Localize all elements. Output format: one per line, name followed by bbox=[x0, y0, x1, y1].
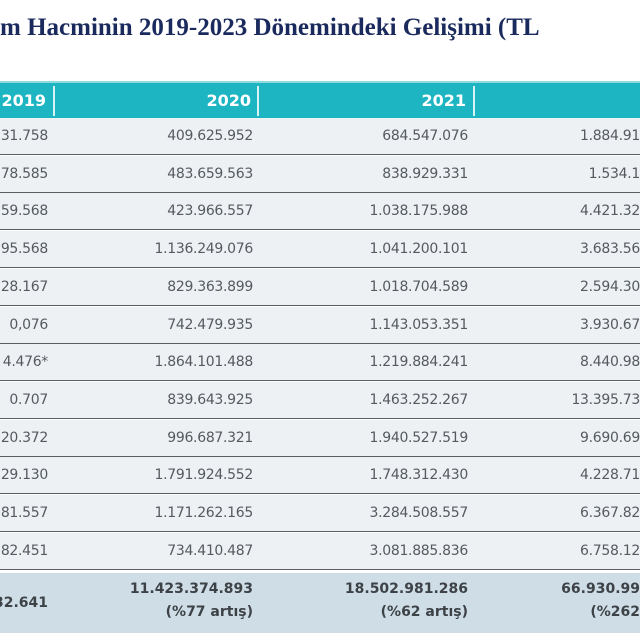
value-2021: 1.038.175.988 bbox=[369, 203, 468, 220]
table-row: 82.451 734.410.487 3.081.885.836 6.758.12 bbox=[0, 532, 640, 570]
table-row: 0.707 839.643.925 1.463.252.267 13.395.73 bbox=[0, 381, 640, 419]
header-2020: 2020 bbox=[206, 91, 251, 110]
value-2020: 1.136.249.076 bbox=[154, 241, 253, 258]
value-2020: 1.864.101.488 bbox=[154, 354, 253, 371]
value-2021: 1.041.200.101 bbox=[369, 241, 468, 258]
table-title: m Hacminin 2019-2023 Dönemindeki Gelişim… bbox=[0, 14, 540, 41]
value-2021: 1.463.252.267 bbox=[369, 391, 468, 408]
value-2020: 409.625.952 bbox=[167, 128, 253, 144]
value-2019: 20.372 bbox=[0, 429, 48, 446]
value-2020: 742.479.935 bbox=[167, 316, 253, 333]
table-row: 0,076 742.479.935 1.143.053.351 3.930.67 bbox=[0, 306, 640, 344]
value-2021: 1.219.884.241 bbox=[369, 354, 468, 371]
value-2022: 3.683.56 bbox=[580, 241, 640, 258]
total-2022-note: (%262 bbox=[590, 604, 640, 620]
table-row: 95.568 1.136.249.076 1.041.200.101 3.683.56 bbox=[0, 231, 640, 269]
value-2021: 1.143.053.351 bbox=[369, 316, 468, 333]
value-2022: 6.758.12 bbox=[580, 542, 640, 559]
value-2019: 81.557 bbox=[0, 505, 48, 521]
value-2020: 423.966.557 bbox=[167, 203, 253, 220]
value-2022: 9.690.69 bbox=[580, 429, 640, 446]
value-2021: 684.547.076 bbox=[382, 128, 468, 144]
table-row: 78.585 483.659.563 838.929.331 1.534.1 bbox=[0, 155, 640, 193]
value-2021: 3.081.885.836 bbox=[369, 542, 468, 559]
total-2020-note: (%77 artış) bbox=[165, 604, 253, 620]
value-2022: 3.930.67 bbox=[580, 316, 640, 333]
value-2020: 996.687.321 bbox=[167, 429, 253, 446]
total-2021: 18.502.981.286 bbox=[344, 581, 468, 597]
table-row: 59.568 423.966.557 1.038.175.988 4.421.32 bbox=[0, 193, 640, 231]
header-divider bbox=[473, 86, 475, 116]
value-2019: 78.585 bbox=[0, 165, 48, 182]
header-2021: 2021 bbox=[421, 91, 466, 110]
value-2020: 1.171.262.165 bbox=[154, 505, 253, 521]
value-2022: 2.594.30 bbox=[580, 278, 640, 295]
total-2021-note: (%62 artış) bbox=[380, 604, 468, 620]
value-2019: 0.707 bbox=[9, 391, 48, 408]
total-row: 32.641 11.423.374.893 (%77 artış) 18.502… bbox=[0, 573, 640, 633]
value-2019: 0,076 bbox=[9, 316, 48, 333]
value-2022: 8.440.98 bbox=[580, 354, 640, 371]
table-row: 4.476* 1.864.101.488 1.219.884.241 8.440.98 bbox=[0, 344, 640, 382]
value-2022: 13.395.73 bbox=[571, 391, 640, 408]
value-2022: 6.367.82 bbox=[580, 505, 640, 521]
value-2022: 4.228.71 bbox=[580, 467, 640, 484]
table-row: 31.758 409.625.952 684.547.076 1.884.91 bbox=[0, 118, 640, 155]
value-2022: 1.884.91 bbox=[580, 128, 640, 144]
value-2019: 4.476* bbox=[2, 354, 49, 371]
total-2020: 11.423.374.893 bbox=[129, 581, 253, 597]
table-row: 20.372 996.687.321 1.940.527.519 9.690.69 bbox=[0, 419, 640, 457]
value-2021: 1.018.704.589 bbox=[369, 278, 468, 295]
value-2019: 28.167 bbox=[0, 278, 48, 295]
table-row: 81.557 1.171.262.165 3.284.508.557 6.367.82 bbox=[0, 495, 640, 532]
value-2021: 1.940.527.519 bbox=[369, 429, 468, 446]
total-2019: 32.641 bbox=[0, 595, 48, 611]
table-row: 29.130 1.791.924.552 1.748.312.430 4.228.71 bbox=[0, 457, 640, 495]
value-2019: 29.130 bbox=[0, 467, 48, 484]
value-2020: 734.410.487 bbox=[167, 542, 253, 559]
value-2021: 838.929.331 bbox=[382, 165, 468, 182]
header-divider bbox=[257, 86, 259, 116]
table-header: 2019 2020 2021 bbox=[0, 81, 640, 119]
value-2020: 1.791.924.552 bbox=[154, 467, 253, 484]
value-2022: 4.421.32 bbox=[580, 203, 640, 220]
value-2020: 483.659.563 bbox=[167, 165, 253, 182]
table-row: 28.167 829.363.899 1.018.704.589 2.594.30 bbox=[0, 268, 640, 306]
header-2019: 2019 bbox=[1, 91, 46, 110]
value-2019: 95.568 bbox=[0, 241, 48, 258]
value-2021: 3.284.508.557 bbox=[369, 505, 468, 521]
total-2022: 66.930.99 bbox=[561, 581, 640, 597]
value-2019: 31.758 bbox=[0, 128, 48, 144]
value-2020: 829.363.899 bbox=[167, 278, 253, 295]
value-2021: 1.748.312.430 bbox=[369, 467, 468, 484]
value-2020: 839.643.925 bbox=[167, 391, 253, 408]
header-divider bbox=[53, 86, 55, 116]
value-2022: 1.534.1 bbox=[588, 165, 640, 182]
value-2019: 82.451 bbox=[0, 542, 48, 559]
value-2019: 59.568 bbox=[0, 203, 48, 220]
